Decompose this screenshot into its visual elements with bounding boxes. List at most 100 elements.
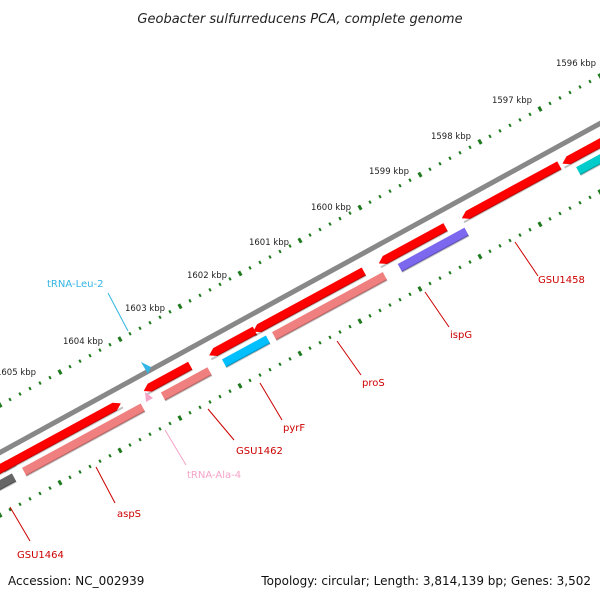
gene-label[interactable]: tRNA-Ala-4 [187,470,241,481]
leader-line [259,382,283,421]
inner-tick [237,382,243,389]
kbp-label: 1599 kbp [369,167,409,177]
cds-arrow[interactable] [272,272,388,341]
outer-tick [128,331,132,336]
map-title: Geobacter sulfurreducens PCA, complete g… [137,12,462,27]
inner-tick [328,335,332,340]
outer-tick [368,200,372,205]
inner-tick [18,502,22,507]
leader-line [424,291,450,328]
outer-tick [108,342,112,347]
inner-tick [48,486,52,490]
gene-label[interactable]: proS [362,378,385,389]
leader-line [107,292,129,332]
inner-tick [338,330,342,334]
inner-tick [228,389,232,394]
gene-label[interactable]: GSU1464 [17,550,64,561]
cds-arrow[interactable] [0,473,17,502]
cds-arrow[interactable] [22,403,146,477]
inner-tick [158,426,162,431]
outer-tick [258,260,262,265]
outer-tick [48,375,52,380]
inner-tick [38,491,42,496]
inner-tick [268,367,272,372]
inner-tick [168,421,172,426]
outer-tick [18,392,22,396]
outer-tick [177,303,183,310]
outer-tick [458,150,462,155]
outer-tick [488,134,492,139]
gene-label[interactable]: GSU1462 [236,446,283,457]
outer-tick [498,128,502,133]
cds-arrow[interactable] [160,367,213,402]
trna-leu-marker[interactable] [141,362,151,374]
inner-tick [518,233,522,237]
inner-tick [597,189,600,195]
inner-tick [208,400,212,404]
inner-tick [128,443,132,447]
cds-arrow[interactable] [397,227,470,273]
outer-tick [558,96,562,100]
outer-tick [428,167,432,172]
trna-ala-marker[interactable] [145,392,153,402]
gene-label[interactable]: GSU1458 [538,275,585,286]
gene-arrow[interactable] [207,326,258,361]
gene-arrow[interactable] [377,223,449,269]
inner-tick [348,324,352,329]
outer-tick [578,85,582,89]
inner-tick [378,308,382,313]
gene-arrow[interactable] [142,361,193,396]
outer-tick [388,189,392,194]
outer-tick [508,123,512,128]
inner-tick [117,447,123,454]
features [0,132,600,502]
inner-tick [28,496,32,501]
kbp-label: 1604 kbp [63,337,103,347]
tick-marks [0,73,600,518]
inner-tick [548,217,552,221]
leader-line [9,506,31,542]
gene-label[interactable]: pyrF [283,423,305,434]
gene-arrow[interactable] [460,161,562,224]
outer-tick [148,320,152,325]
gene-label[interactable]: tRNA-Leu-2 [47,279,103,290]
inner-tick [417,285,423,292]
inner-tick [138,437,142,442]
outer-tick [318,227,322,232]
outer-tick [448,156,452,161]
inner-tick [558,211,562,216]
inner-tick [198,405,202,410]
outer-tick [477,138,483,145]
outer-tick [328,222,332,226]
gene-arrow[interactable] [251,267,367,337]
gene-arrow[interactable] [0,399,124,473]
inner-tick [78,470,82,474]
gene-label[interactable]: ispG [450,330,472,341]
gene-arrow[interactable] [560,132,600,169]
inner-tick [458,265,462,270]
outer-tick [248,266,252,270]
outer-tick [548,101,552,106]
inner-tick [357,318,363,325]
inner-tick [248,378,252,383]
kbp-label: 1596 kbp [556,59,596,69]
cds-arrow[interactable] [221,335,271,369]
inner-tick [568,206,572,211]
outer-tick [568,90,572,95]
outer-tick [308,233,312,237]
outer-tick [98,348,102,353]
kbp-label: 1598 kbp [431,132,471,142]
outer-tick [38,381,42,385]
outer-tick [28,386,32,391]
genome-backbone [0,120,600,456]
gene-label[interactable]: aspS [117,509,141,520]
outer-tick [288,244,292,248]
inner-tick [477,253,483,260]
outer-tick [537,105,543,112]
outer-tick [0,402,3,408]
outer-tick [198,293,202,298]
outer-tick [528,112,532,117]
cds-arrow[interactable] [576,142,600,176]
outer-tick [518,117,522,122]
outer-tick [468,145,472,150]
